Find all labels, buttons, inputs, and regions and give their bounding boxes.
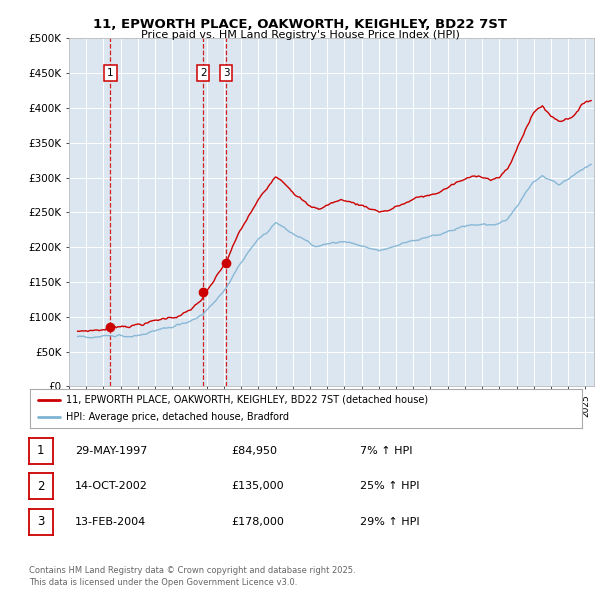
Text: 3: 3 bbox=[223, 68, 229, 78]
Text: 1: 1 bbox=[37, 444, 44, 457]
Text: 29% ↑ HPI: 29% ↑ HPI bbox=[360, 517, 419, 526]
Text: 11, EPWORTH PLACE, OAKWORTH, KEIGHLEY, BD22 7ST: 11, EPWORTH PLACE, OAKWORTH, KEIGHLEY, B… bbox=[93, 18, 507, 31]
Text: 11, EPWORTH PLACE, OAKWORTH, KEIGHLEY, BD22 7ST (detached house): 11, EPWORTH PLACE, OAKWORTH, KEIGHLEY, B… bbox=[66, 395, 428, 405]
Text: 3: 3 bbox=[37, 515, 44, 528]
Text: £135,000: £135,000 bbox=[231, 481, 284, 491]
Text: Contains HM Land Registry data © Crown copyright and database right 2025.
This d: Contains HM Land Registry data © Crown c… bbox=[29, 566, 355, 587]
Text: HPI: Average price, detached house, Bradford: HPI: Average price, detached house, Brad… bbox=[66, 412, 289, 422]
Text: 2: 2 bbox=[37, 480, 44, 493]
Text: 29-MAY-1997: 29-MAY-1997 bbox=[75, 446, 148, 455]
Text: 14-OCT-2002: 14-OCT-2002 bbox=[75, 481, 148, 491]
Text: 7% ↑ HPI: 7% ↑ HPI bbox=[360, 446, 413, 455]
Text: Price paid vs. HM Land Registry's House Price Index (HPI): Price paid vs. HM Land Registry's House … bbox=[140, 30, 460, 40]
Text: 13-FEB-2004: 13-FEB-2004 bbox=[75, 517, 146, 526]
Text: 1: 1 bbox=[107, 68, 114, 78]
Text: 25% ↑ HPI: 25% ↑ HPI bbox=[360, 481, 419, 491]
Text: £84,950: £84,950 bbox=[231, 446, 277, 455]
Text: £178,000: £178,000 bbox=[231, 517, 284, 526]
Text: 2: 2 bbox=[200, 68, 206, 78]
